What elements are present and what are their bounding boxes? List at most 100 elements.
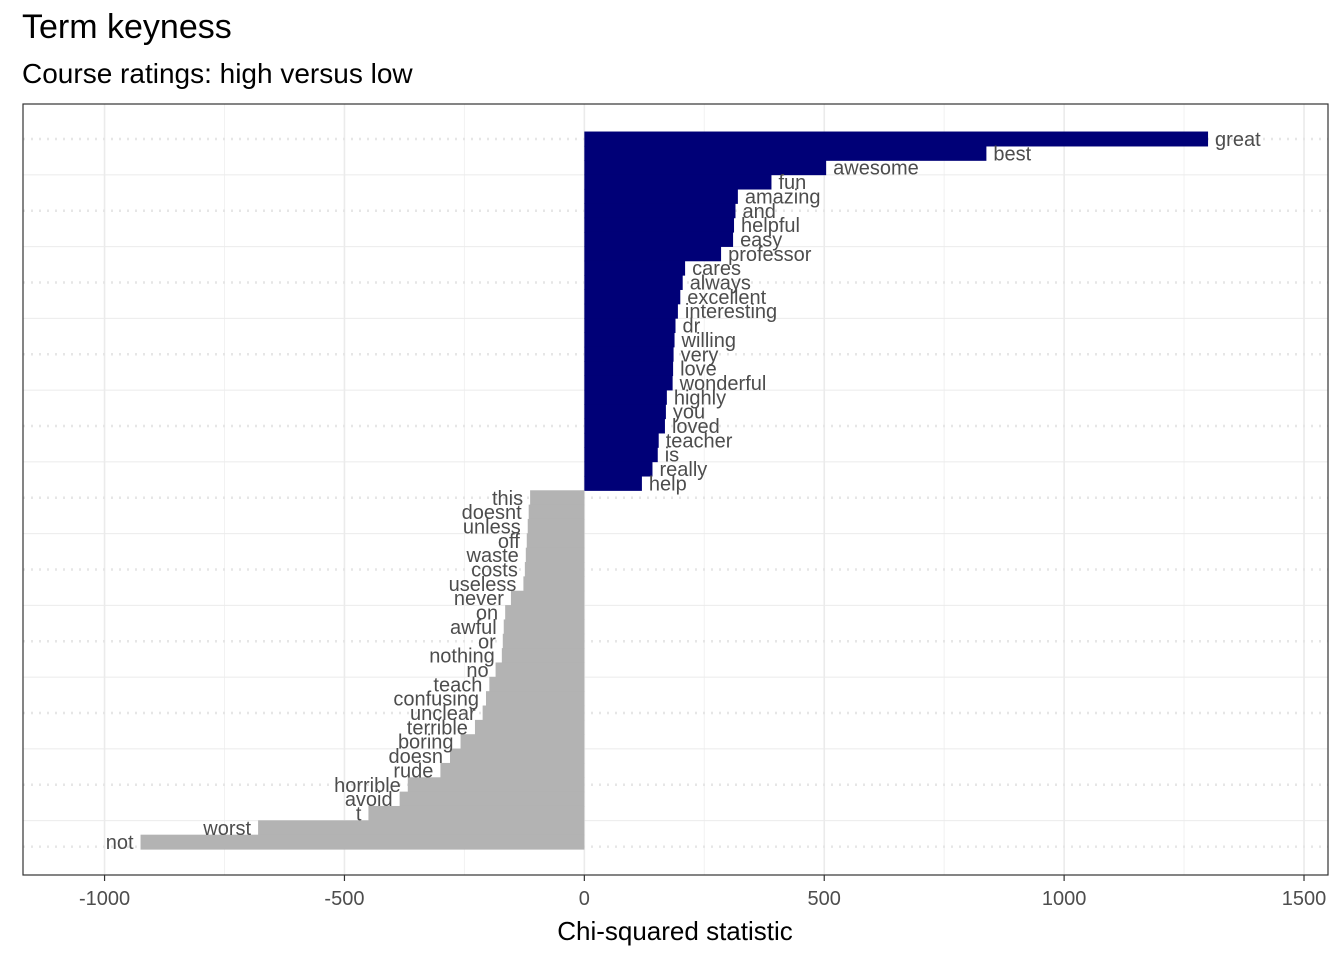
bar-teacher bbox=[584, 432, 659, 448]
bar-cares bbox=[584, 260, 686, 276]
bar-highly bbox=[584, 389, 667, 405]
bar-amazing bbox=[584, 188, 738, 204]
bar-label-really: really bbox=[659, 459, 707, 481]
bar-unless bbox=[527, 518, 585, 534]
bar-label-doesn: doesn bbox=[389, 746, 444, 768]
bar-unclear bbox=[482, 705, 585, 721]
bar-label-doesnt: doesnt bbox=[462, 502, 522, 524]
bar-doesnt bbox=[528, 504, 585, 520]
bar-label-costs: costs bbox=[471, 560, 518, 582]
bar-label-rude: rude bbox=[393, 760, 433, 782]
bar-really bbox=[584, 461, 653, 477]
bar-dr bbox=[584, 318, 676, 334]
bar-awful bbox=[503, 619, 585, 635]
bar-label-awesome: awesome bbox=[833, 158, 919, 180]
bar-label-great: great bbox=[1215, 129, 1261, 151]
bar-label-loved: loved bbox=[672, 416, 720, 438]
bar-willing bbox=[584, 332, 675, 348]
bar-easy bbox=[584, 231, 734, 247]
bar-label-is: is bbox=[665, 445, 679, 467]
bar-boring bbox=[460, 734, 585, 750]
bar-professor bbox=[584, 246, 722, 262]
bar-label-wonderful: wonderful bbox=[679, 373, 767, 395]
bar-off bbox=[526, 533, 585, 549]
bar-label-off: off bbox=[498, 531, 520, 553]
bar-label-amazing: amazing bbox=[745, 186, 821, 208]
bar-label-professor: professor bbox=[728, 244, 812, 266]
bar-label-worst: worst bbox=[202, 818, 251, 840]
bar-label-terrible: terrible bbox=[407, 717, 468, 739]
bar-label-waste: waste bbox=[466, 545, 519, 567]
bar-label-cares: cares bbox=[692, 258, 741, 280]
bar-loved bbox=[584, 418, 665, 434]
bar-label-love: love bbox=[680, 359, 717, 381]
bar-wonderful bbox=[584, 375, 673, 391]
bar-horrible bbox=[407, 777, 585, 793]
bar-never bbox=[510, 590, 585, 606]
bar-label-teacher: teacher bbox=[666, 430, 733, 452]
bar-you bbox=[584, 404, 666, 420]
bar-help bbox=[584, 475, 642, 491]
x-axis-title: Chi-squared statistic bbox=[557, 916, 793, 946]
bar-always bbox=[584, 275, 683, 290]
bar-label-you: you bbox=[673, 402, 705, 424]
bar-label-or: or bbox=[478, 631, 496, 653]
bar-label-not: not bbox=[106, 832, 134, 854]
x-tick-label: -500 bbox=[324, 888, 364, 910]
bar-label-and: and bbox=[742, 201, 775, 223]
bar-terrible bbox=[474, 719, 585, 735]
bar-is bbox=[584, 447, 658, 463]
bar-and bbox=[584, 203, 736, 219]
bar-nothing bbox=[501, 648, 585, 664]
bar-teach bbox=[489, 676, 585, 692]
bar-rude bbox=[440, 762, 585, 778]
bar-waste bbox=[525, 547, 585, 563]
bar-worst bbox=[258, 820, 585, 836]
chart-subtitle: Course ratings: high versus low bbox=[22, 58, 413, 89]
bar-label-unless: unless bbox=[463, 516, 521, 538]
bar-label-teach: teach bbox=[433, 674, 482, 696]
bar-avoid bbox=[399, 791, 585, 807]
bar-label-interesting: interesting bbox=[685, 301, 777, 323]
x-tick-label: 500 bbox=[808, 888, 841, 910]
bar-label-easy: easy bbox=[740, 229, 782, 251]
bar-very bbox=[584, 346, 674, 362]
bar-label-horrible: horrible bbox=[334, 775, 401, 797]
bar-useless bbox=[523, 576, 585, 592]
bar-label-help: help bbox=[649, 473, 687, 495]
bar-label-boring: boring bbox=[398, 732, 454, 754]
bar-label-helpful: helpful bbox=[741, 215, 800, 237]
bar-this bbox=[530, 490, 585, 506]
bar-label-on: on bbox=[476, 603, 498, 625]
bar-best bbox=[584, 145, 987, 161]
bar-excellent bbox=[584, 289, 681, 305]
bar-label-no: no bbox=[466, 660, 488, 682]
bar-helpful bbox=[584, 217, 735, 233]
x-tick-label: 0 bbox=[579, 888, 590, 910]
bar-label-willing: willing bbox=[681, 330, 736, 352]
bar-fun bbox=[584, 174, 772, 190]
bar-label-best: best bbox=[993, 143, 1031, 165]
bar-on bbox=[505, 605, 585, 621]
bar-label-t: t bbox=[356, 803, 362, 825]
bar-layer bbox=[140, 131, 1209, 850]
bar-label-highly: highly bbox=[674, 387, 726, 409]
bar-label-confusing: confusing bbox=[393, 689, 479, 711]
bar-label-always: always bbox=[690, 273, 751, 295]
bar-label-awful: awful bbox=[450, 617, 497, 639]
bar-or bbox=[502, 633, 585, 649]
bar-not bbox=[140, 834, 585, 850]
bar-label-avoid: avoid bbox=[345, 789, 393, 811]
bar-label-useless: useless bbox=[449, 574, 517, 596]
bar-label-this: this bbox=[492, 488, 523, 510]
bar-label-dr: dr bbox=[683, 316, 701, 338]
bar-label-layer: great best awesome funamazingandhelpfuleasy… bbox=[106, 129, 1261, 854]
x-tick-label: -1000 bbox=[79, 888, 130, 910]
bar-interesting bbox=[584, 303, 678, 319]
bar-t bbox=[368, 805, 585, 821]
bar-awesome bbox=[584, 160, 827, 176]
bar-costs bbox=[524, 562, 585, 577]
bar-label-fun: fun bbox=[778, 172, 806, 194]
bar-label-excellent: excellent bbox=[687, 287, 766, 309]
